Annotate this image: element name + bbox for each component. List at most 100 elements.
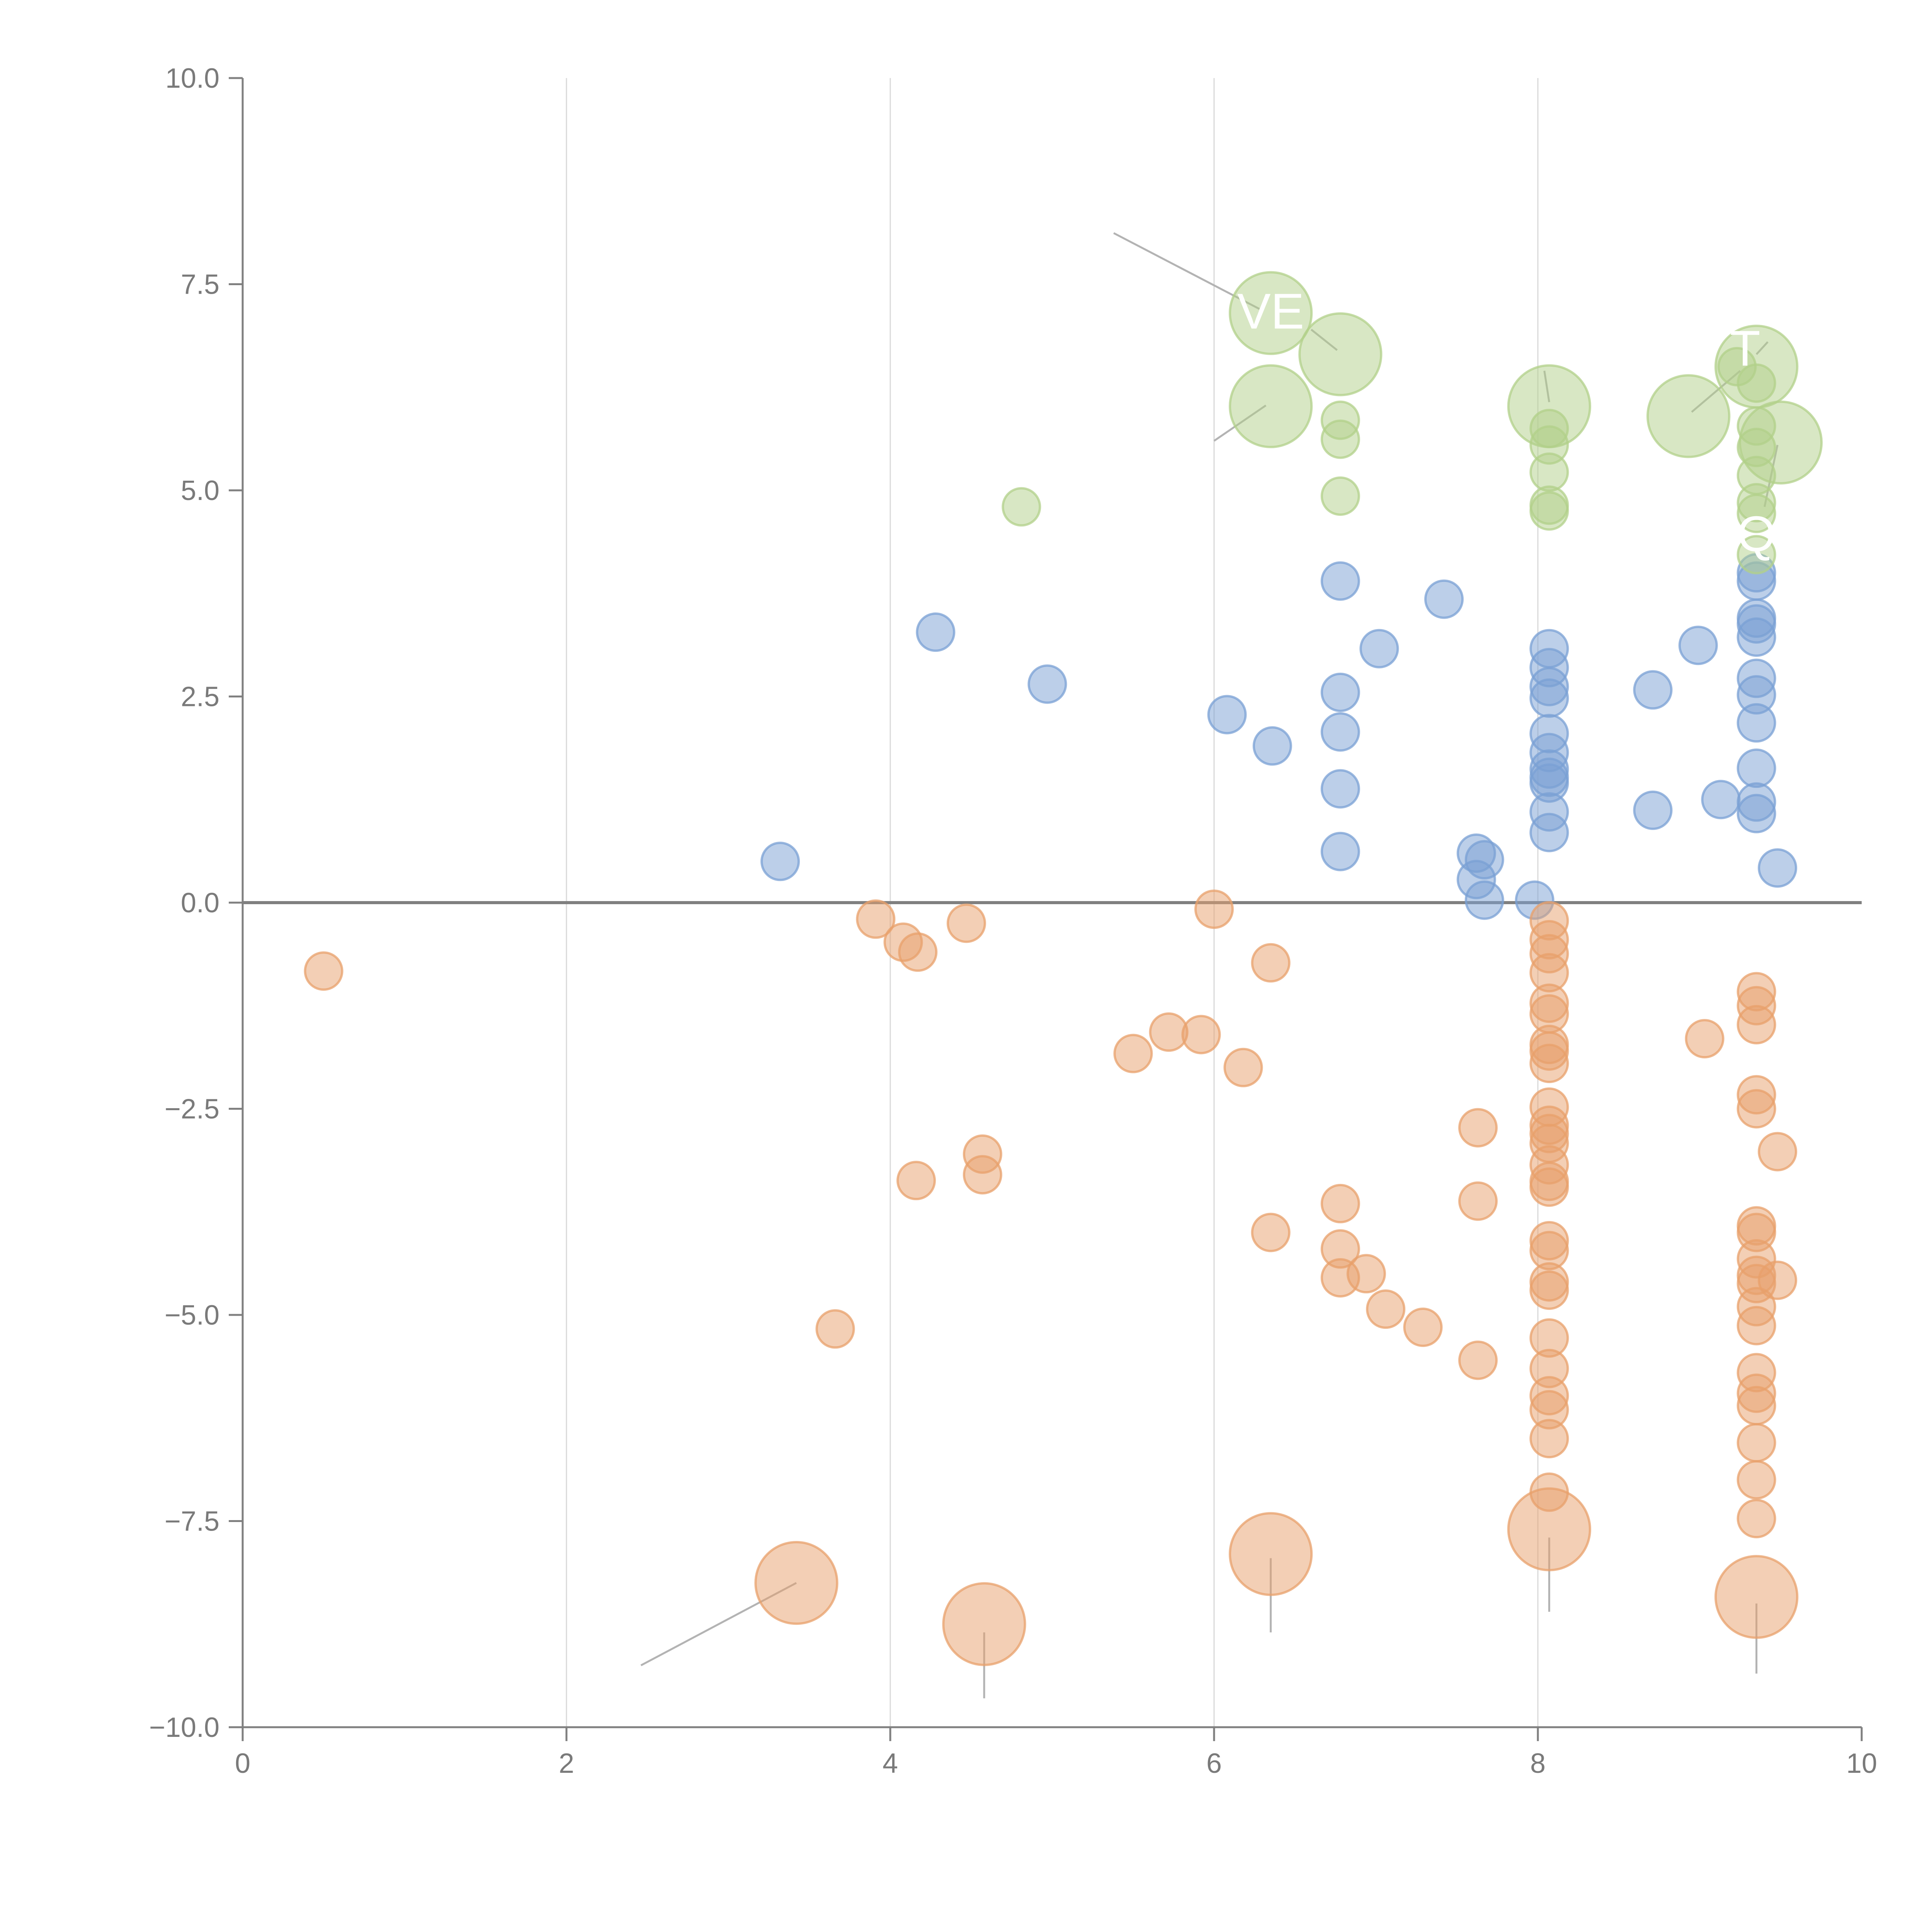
x-tick-label: 8	[1530, 1748, 1546, 1779]
negative-point	[1758, 1132, 1798, 1172]
negative-point	[1458, 1181, 1498, 1221]
negative-point	[1736, 1306, 1776, 1345]
annotation-label: Q	[1737, 505, 1776, 562]
positive-point	[1736, 617, 1776, 657]
positive-point	[1320, 832, 1360, 871]
highlight-point	[1229, 364, 1313, 448]
y-tick-label: −2.5	[165, 1094, 219, 1125]
negative-point	[1458, 1108, 1498, 1148]
positive-point	[1633, 670, 1673, 710]
y-tick-label: 5.0	[181, 475, 219, 506]
negative-point	[1320, 1184, 1360, 1223]
negative-point	[1194, 889, 1234, 929]
positive-point	[1207, 695, 1247, 735]
negative-point	[1507, 1487, 1591, 1571]
positive-point	[1320, 561, 1360, 601]
highlight-point	[1002, 487, 1041, 527]
positive-point	[1424, 579, 1464, 619]
negative-point	[815, 1309, 855, 1349]
negative-point	[1181, 1015, 1221, 1054]
positive-point	[1464, 880, 1504, 920]
positive-point	[1320, 672, 1360, 712]
negative-point	[1458, 1340, 1498, 1380]
negative-point	[896, 1161, 936, 1201]
negative-point	[1366, 1289, 1406, 1329]
positive-point	[1529, 813, 1569, 852]
y-tick-label: −5.0	[165, 1300, 219, 1331]
y-tick-label: −7.5	[165, 1506, 219, 1537]
leader-lines	[640, 232, 1779, 1699]
positive-point	[1359, 629, 1399, 668]
highlight-point	[1646, 374, 1731, 458]
negative-point	[1685, 1019, 1725, 1059]
negative-point	[1529, 1044, 1569, 1083]
negative-point	[1736, 1460, 1776, 1500]
negative-point	[1251, 1213, 1291, 1252]
highlight-point	[1529, 491, 1569, 531]
positive-point	[1529, 678, 1569, 718]
negative-point	[1113, 1034, 1153, 1073]
highlight-point	[1298, 312, 1383, 396]
annotations: VE Q T	[1237, 283, 1776, 562]
positive-point	[1758, 848, 1798, 888]
highlight-point	[1529, 452, 1569, 492]
y-tick-label: −10.0	[149, 1712, 219, 1743]
highlight-point	[1320, 419, 1360, 459]
negative-point	[1529, 1419, 1569, 1459]
negative-point	[1403, 1308, 1443, 1347]
annotation-label: T	[1730, 320, 1760, 376]
y-tick-label: 0.0	[181, 888, 219, 918]
positive-point	[1320, 712, 1360, 752]
x-tick-label: 10	[1846, 1748, 1877, 1779]
negative-point	[304, 951, 344, 991]
x-tick-label: 6	[1206, 1748, 1222, 1779]
negative-point	[946, 903, 986, 943]
negative-point	[1736, 1423, 1776, 1463]
highlight-point	[1229, 271, 1313, 355]
y-tick-label: 7.5	[181, 269, 219, 300]
x-tick-label: 4	[883, 1748, 898, 1779]
positive-point	[1252, 726, 1292, 766]
negative-point	[1229, 1512, 1313, 1596]
positive-point	[1320, 769, 1360, 809]
negative-point	[1736, 1386, 1776, 1425]
positive-point	[760, 842, 800, 881]
positive-point	[1736, 703, 1776, 743]
data-points	[304, 271, 1823, 1666]
highlight-point	[1736, 363, 1776, 403]
negative-point	[898, 932, 938, 972]
axes: 0 2 4 6 8 10 10.0 7.5 5.0 2.5 0.0 −2.5 −5.0 −7.5 −10.0	[149, 63, 1877, 1779]
highlight-point	[1736, 535, 1776, 575]
positive-point	[1701, 780, 1741, 820]
positive-point	[1027, 664, 1067, 704]
negative-point	[1346, 1254, 1386, 1294]
positive-point	[1736, 794, 1776, 833]
positive-point	[1678, 626, 1718, 665]
negative-point	[1714, 1555, 1799, 1639]
positive-point	[916, 612, 956, 652]
negative-point	[1736, 1089, 1776, 1129]
negative-point	[1529, 1270, 1569, 1310]
negative-point	[856, 899, 896, 939]
negative-point	[1736, 1499, 1776, 1539]
y-tick-label: 2.5	[181, 682, 219, 713]
y-tick-label: 10.0	[165, 63, 219, 94]
positive-point	[1464, 840, 1504, 880]
negative-point	[1251, 943, 1291, 983]
annotation-label: VE	[1237, 283, 1304, 339]
negative-point	[754, 1541, 838, 1625]
negative-point	[942, 1582, 1026, 1666]
highlight-point	[1738, 400, 1823, 485]
positive-point	[1736, 748, 1776, 788]
x-tick-label: 0	[235, 1748, 250, 1779]
negative-point	[1758, 1260, 1798, 1300]
highlight-point	[1736, 493, 1776, 533]
positive-point	[1633, 790, 1673, 830]
highlight-point	[1320, 476, 1360, 516]
x-tick-label: 2	[559, 1748, 574, 1779]
negative-point	[963, 1155, 1002, 1195]
negative-point	[1223, 1048, 1263, 1087]
negative-point	[1529, 1167, 1569, 1207]
negative-point	[1736, 1005, 1776, 1044]
